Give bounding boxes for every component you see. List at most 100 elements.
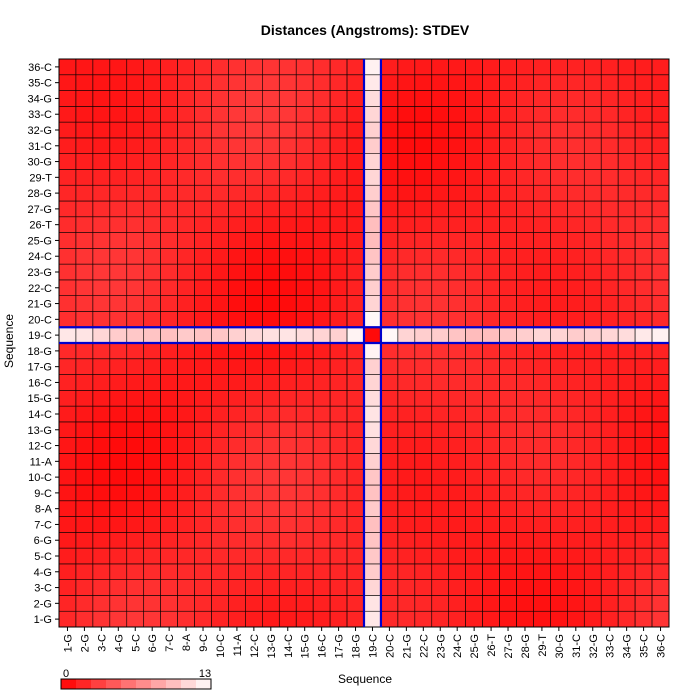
heatmap-cell <box>380 184 399 202</box>
heatmap-cell <box>465 563 483 580</box>
y-tick-label: 25-G <box>28 235 52 247</box>
heatmap-cell <box>448 295 466 312</box>
heatmap-cell <box>278 390 297 407</box>
heatmap-cell <box>567 484 585 502</box>
heatmap-cell <box>380 390 399 407</box>
heatmap-cell <box>567 500 585 517</box>
heatmap-cell <box>177 468 195 486</box>
heatmap-cell <box>312 437 331 454</box>
heatmap-cell <box>92 279 111 296</box>
heatmap-cell <box>363 137 382 154</box>
heatmap-cell <box>245 169 263 186</box>
y-tick-label: 1-G <box>34 614 52 626</box>
y-tick-label: 34-G <box>28 93 52 105</box>
x-tick-label: 16-C <box>317 634 329 658</box>
heatmap-cell <box>143 516 161 533</box>
heatmap-cell <box>600 358 619 375</box>
heatmap-cell <box>109 200 128 218</box>
heatmap-cell <box>363 358 382 375</box>
heatmap-cell <box>651 374 670 391</box>
heatmap-cell <box>346 184 365 202</box>
heatmap-cell <box>312 516 331 533</box>
heatmap-cell <box>143 295 161 312</box>
heatmap-cell <box>482 311 500 328</box>
heatmap-cell <box>651 516 670 533</box>
heatmap-cell <box>600 421 619 438</box>
heatmap-cell <box>143 484 161 502</box>
heatmap-cell <box>431 532 450 549</box>
heatmap-cell <box>177 437 195 454</box>
heatmap-cell <box>329 263 348 281</box>
heatmap-cell <box>177 595 195 612</box>
heatmap-cell <box>211 248 229 265</box>
heatmap-cell <box>312 121 331 139</box>
heatmap-cell <box>516 468 534 486</box>
heatmap-cell <box>634 121 653 139</box>
heatmap-cell <box>329 311 348 328</box>
heatmap-cell <box>533 263 551 281</box>
heatmap-cell <box>245 184 263 202</box>
x-tick-label: 35-C <box>639 634 651 658</box>
heatmap-cell <box>651 311 670 328</box>
heatmap-cell <box>312 500 331 517</box>
heatmap-cell <box>482 248 500 265</box>
heatmap-cell <box>177 532 195 549</box>
heatmap-cell <box>482 500 500 517</box>
x-tick-label: 22-C <box>418 634 430 658</box>
heatmap-cell <box>431 484 450 502</box>
heatmap-cell <box>533 358 551 375</box>
heatmap-cell <box>245 374 263 391</box>
heatmap-cell <box>228 169 246 186</box>
heatmap-cell <box>380 248 399 265</box>
heatmap-cell <box>194 137 212 154</box>
heatmap-cell <box>58 232 77 249</box>
heatmap-cell <box>550 374 568 391</box>
heatmap-cell <box>75 437 94 454</box>
heatmap-cell <box>533 216 551 233</box>
heatmap-cell <box>278 374 297 391</box>
color-scale-swatch <box>196 679 211 689</box>
heatmap-cell <box>58 437 77 454</box>
heatmap-cell <box>262 453 280 470</box>
x-tick-label: 15-G <box>300 634 312 658</box>
heatmap-cell <box>499 106 517 123</box>
heatmap-cell <box>245 248 263 265</box>
heatmap-cell <box>448 342 466 360</box>
heatmap-cell <box>516 200 534 218</box>
heatmap-cell <box>465 232 483 249</box>
heatmap-cell <box>295 516 314 533</box>
heatmap-cell <box>634 342 653 360</box>
heatmap-cell <box>194 610 212 628</box>
heatmap-cell <box>194 121 212 139</box>
heatmap-cell <box>567 153 585 170</box>
heatmap-cell <box>92 421 111 438</box>
heatmap-cell <box>567 437 585 454</box>
heatmap-cell <box>583 374 602 391</box>
heatmap-cell <box>533 137 551 154</box>
heatmap-cell <box>533 595 551 612</box>
heatmap-cell <box>278 200 297 218</box>
heatmap-cell <box>228 468 246 486</box>
heatmap-cell <box>499 232 517 249</box>
heatmap-cell <box>651 390 670 407</box>
heatmap-cell <box>448 532 466 549</box>
heatmap-cell <box>482 563 500 580</box>
heatmap-cell <box>363 500 382 517</box>
heatmap-cell <box>600 200 619 218</box>
heatmap-cell <box>143 358 161 375</box>
heatmap-cell <box>295 484 314 502</box>
heatmap-cell <box>499 595 517 612</box>
y-tick-label: 20-C <box>28 314 52 326</box>
heatmap-cell <box>550 532 568 549</box>
heatmap-cell <box>228 579 246 596</box>
heatmap-cell <box>499 374 517 391</box>
heatmap-cell <box>278 595 297 612</box>
heatmap-cell <box>363 74 382 91</box>
heatmap-cell <box>567 232 585 249</box>
heatmap-cell <box>126 216 145 233</box>
heatmap-cell <box>397 326 416 344</box>
heatmap-cell <box>380 121 399 139</box>
heatmap-cell <box>482 232 500 249</box>
heatmap-cell <box>58 374 77 391</box>
